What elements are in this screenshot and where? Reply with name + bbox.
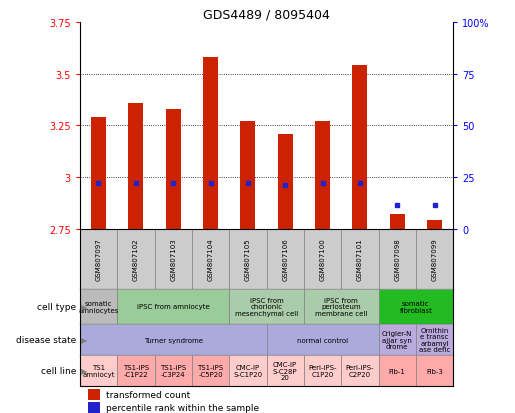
Text: CMC-IP
S-C1P20: CMC-IP S-C1P20 bbox=[233, 364, 263, 377]
Text: somatic
amniocytes: somatic amniocytes bbox=[78, 300, 118, 313]
Bar bbox=[416, 355, 453, 386]
Bar bbox=[304, 229, 341, 289]
Text: GSM807100: GSM807100 bbox=[319, 238, 325, 280]
Bar bbox=[379, 289, 453, 324]
Text: GSM807098: GSM807098 bbox=[394, 238, 400, 280]
Text: TS1-iPS
-C1P22: TS1-iPS -C1P22 bbox=[123, 364, 149, 377]
Bar bbox=[117, 229, 154, 289]
Bar bbox=[88, 389, 100, 400]
Bar bbox=[192, 229, 229, 289]
Bar bbox=[379, 355, 416, 386]
Text: GSM807104: GSM807104 bbox=[208, 238, 214, 280]
Bar bbox=[341, 355, 379, 386]
Bar bbox=[352, 66, 367, 229]
Bar bbox=[416, 229, 453, 289]
Text: GSM807099: GSM807099 bbox=[432, 238, 438, 280]
Bar bbox=[304, 289, 379, 324]
Bar bbox=[379, 229, 416, 289]
Text: normal control: normal control bbox=[297, 337, 348, 343]
Bar bbox=[91, 118, 106, 229]
Text: CMC-IP
S-C28P
20: CMC-IP S-C28P 20 bbox=[273, 361, 298, 380]
Bar bbox=[229, 355, 267, 386]
Bar bbox=[267, 324, 379, 355]
Bar bbox=[267, 355, 304, 386]
Text: GSM807102: GSM807102 bbox=[133, 238, 139, 280]
Bar bbox=[416, 324, 453, 355]
Text: Peri-iPS-
C1P20: Peri-iPS- C1P20 bbox=[308, 364, 337, 377]
Bar bbox=[241, 122, 255, 229]
Bar bbox=[154, 229, 192, 289]
Text: TS1-iPS
-C3P24: TS1-iPS -C3P24 bbox=[160, 364, 186, 377]
Bar bbox=[267, 229, 304, 289]
Text: transformed count: transformed count bbox=[106, 390, 190, 399]
Bar bbox=[427, 221, 442, 229]
Bar bbox=[128, 103, 143, 229]
Bar bbox=[315, 122, 330, 229]
Text: Fib-3: Fib-3 bbox=[426, 368, 443, 374]
Text: cell line: cell line bbox=[41, 366, 76, 375]
Bar bbox=[278, 134, 293, 229]
Text: Ornithin
e transc
arbamyl
ase defic: Ornithin e transc arbamyl ase defic bbox=[419, 327, 450, 352]
Bar bbox=[192, 355, 229, 386]
Text: percentile rank within the sample: percentile rank within the sample bbox=[106, 403, 259, 412]
Text: GSM807106: GSM807106 bbox=[282, 238, 288, 280]
Text: ▶: ▶ bbox=[81, 366, 88, 375]
Text: GSM807097: GSM807097 bbox=[95, 238, 101, 280]
Text: iPSC from
periosteum
membrane cell: iPSC from periosteum membrane cell bbox=[315, 297, 367, 316]
Bar bbox=[117, 355, 154, 386]
Text: cell type: cell type bbox=[37, 302, 76, 311]
Bar bbox=[88, 402, 100, 413]
Bar bbox=[390, 215, 405, 229]
Text: TS1-iPS
-C5P20: TS1-iPS -C5P20 bbox=[197, 364, 224, 377]
Bar bbox=[117, 289, 229, 324]
Text: GSM807105: GSM807105 bbox=[245, 238, 251, 280]
Bar bbox=[229, 289, 304, 324]
Bar bbox=[80, 289, 117, 324]
Text: Peri-iPS-
C2P20: Peri-iPS- C2P20 bbox=[346, 364, 374, 377]
Bar bbox=[379, 324, 416, 355]
Bar bbox=[80, 229, 117, 289]
Text: iPSC from amniocyte: iPSC from amniocyte bbox=[137, 304, 210, 310]
Text: GSM807103: GSM807103 bbox=[170, 238, 176, 280]
Text: ▶: ▶ bbox=[81, 302, 88, 311]
Text: Fib-1: Fib-1 bbox=[389, 368, 406, 374]
Text: ▶: ▶ bbox=[81, 335, 88, 344]
Text: somatic
fibroblast: somatic fibroblast bbox=[400, 300, 432, 313]
Bar bbox=[229, 229, 267, 289]
Bar bbox=[341, 229, 379, 289]
Text: Turner syndrome: Turner syndrome bbox=[144, 337, 203, 343]
Text: Crigler-N
ajjar syn
drome: Crigler-N ajjar syn drome bbox=[382, 330, 413, 349]
Text: disease state: disease state bbox=[16, 335, 76, 344]
Text: TS1
amniocyt: TS1 amniocyt bbox=[82, 364, 115, 377]
Bar bbox=[154, 355, 192, 386]
Bar bbox=[80, 355, 117, 386]
Text: iPSC from
chorionic
mesenchymal cell: iPSC from chorionic mesenchymal cell bbox=[235, 297, 298, 316]
Bar bbox=[80, 324, 267, 355]
Title: GDS4489 / 8095404: GDS4489 / 8095404 bbox=[203, 9, 330, 21]
Bar bbox=[304, 355, 341, 386]
Bar bbox=[166, 109, 181, 229]
Bar bbox=[203, 58, 218, 229]
Text: GSM807101: GSM807101 bbox=[357, 238, 363, 280]
